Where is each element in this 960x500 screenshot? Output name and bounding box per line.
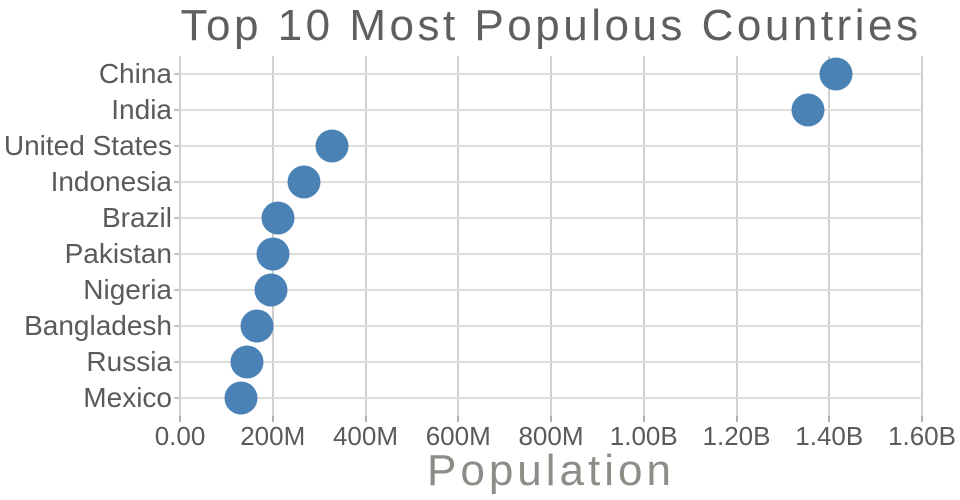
data-point [224, 381, 258, 415]
data-point [819, 57, 853, 91]
x-tick-label: 600M [425, 421, 491, 451]
x-tick-mark [828, 416, 831, 422]
x-tick-mark [457, 416, 460, 422]
y-tick-mark [174, 361, 180, 363]
x-gridline [271, 56, 274, 416]
y-tick-mark [174, 181, 180, 183]
y-gridline [180, 397, 922, 399]
y-tick-mark [174, 217, 180, 219]
y-tick-mark [174, 397, 180, 399]
x-gridline [828, 56, 831, 416]
data-point [230, 345, 264, 379]
y-gridline [180, 145, 922, 147]
category-label: China [98, 58, 172, 89]
x-gridline [735, 56, 738, 416]
x-tick-label: 200M [240, 421, 306, 451]
category-label: Indonesia [50, 166, 172, 197]
x-tick-mark [550, 416, 552, 422]
data-point [254, 273, 288, 307]
x-gridline [364, 56, 367, 416]
x-gridline [921, 56, 923, 416]
x-tick-label: 1.00B [609, 421, 678, 451]
x-tick-label: 1.40B [795, 421, 864, 451]
x-tick-label: 1.20B [702, 421, 771, 451]
y-gridline [180, 73, 922, 75]
y-tick-mark [174, 109, 180, 111]
x-tick-label: 800M [518, 421, 584, 451]
x-tick-mark [364, 416, 367, 422]
chart-title: Top 10 Most Populous Countries [180, 1, 922, 50]
y-gridline [180, 361, 922, 363]
x-gridline [179, 56, 181, 416]
x-tick-mark [642, 416, 645, 422]
x-tick-mark [735, 416, 738, 422]
data-point [256, 237, 290, 271]
y-gridline [180, 217, 922, 219]
data-point [261, 201, 295, 235]
category-label: Russia [86, 346, 172, 377]
category-label: Pakistan [64, 238, 172, 269]
y-gridline [180, 181, 922, 183]
category-label: Nigeria [83, 274, 172, 305]
y-gridline [180, 109, 922, 111]
y-tick-mark [174, 325, 180, 327]
y-tick-mark [174, 253, 180, 255]
x-gridline [457, 56, 460, 416]
data-point [287, 165, 321, 199]
x-tick-mark [179, 416, 181, 422]
y-gridline [180, 325, 922, 327]
category-label: Brazil [101, 202, 172, 233]
category-label: India [111, 94, 172, 125]
category-label: Mexico [83, 382, 172, 413]
x-tick-label: 400M [332, 421, 399, 451]
data-point [240, 309, 274, 343]
y-tick-mark [174, 145, 180, 147]
y-gridline [180, 253, 922, 255]
x-tick-mark [921, 416, 923, 422]
category-label: United States [3, 130, 172, 161]
y-tick-mark [174, 289, 180, 291]
data-point [791, 93, 825, 127]
category-label: Bangladesh [24, 310, 172, 341]
x-axis-title: Population [427, 446, 675, 495]
x-gridline [550, 56, 552, 416]
x-tick-mark [271, 416, 274, 422]
y-gridline [180, 289, 922, 291]
x-gridline [642, 56, 645, 416]
x-tick-label: 1.60B [888, 421, 956, 451]
data-point [315, 129, 349, 163]
y-axis-category-labels: China India United States Indonesia Brazil Pa… [0, 0, 176, 500]
x-tick-label: 0.00 [154, 421, 206, 451]
y-tick-mark [174, 73, 180, 75]
